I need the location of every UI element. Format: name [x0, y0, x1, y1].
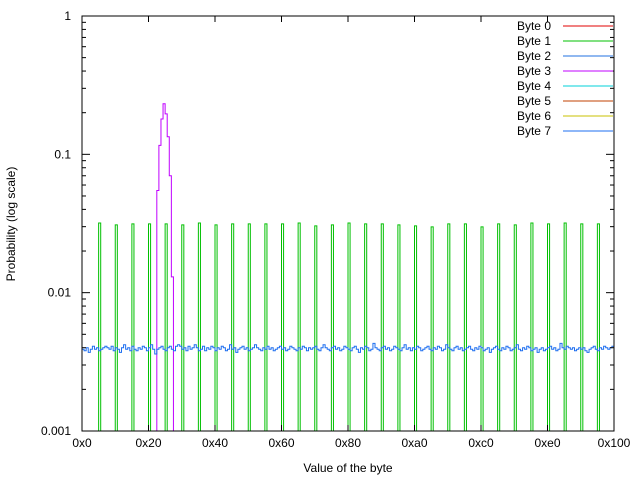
- legend-entry: Byte 1: [517, 34, 613, 48]
- legend-label: Byte 6: [517, 109, 551, 123]
- x-tick-label: 0x100: [598, 436, 631, 450]
- x-tick-label: 0xc0: [468, 436, 494, 450]
- legend-label: Byte 5: [517, 94, 551, 108]
- series-byte-3-line: [156, 103, 174, 431]
- x-tick-label: 0xe0: [534, 436, 560, 450]
- x-tick-label: 0x40: [202, 436, 228, 450]
- legend-label: Byte 3: [517, 64, 551, 78]
- legend-label: Byte 1: [517, 34, 551, 48]
- plot-series: [82, 103, 614, 431]
- legend-entry: Byte 5: [517, 94, 613, 108]
- x-tick-label: 0x60: [268, 436, 294, 450]
- y-axis-label: Probability (log scale): [4, 167, 18, 282]
- legend-label: Byte 0: [517, 19, 551, 33]
- legend-entry: Byte 0: [517, 19, 613, 33]
- x-tick-label: 0x20: [135, 436, 161, 450]
- legend-entry: Byte 2: [517, 49, 613, 63]
- series-byte-7-line: [82, 342, 614, 355]
- x-tick-label: 0x0: [72, 436, 92, 450]
- legend-label: Byte 7: [517, 124, 551, 138]
- y-tick-label: 0.001: [41, 424, 71, 438]
- legend-label: Byte 4: [517, 79, 551, 93]
- legend-entry: Byte 7: [517, 124, 613, 138]
- y-tick-label: 0.01: [48, 286, 72, 300]
- x-tick-label: 0x80: [335, 436, 361, 450]
- series-byte-1-line: [98, 222, 600, 431]
- legend-entry: Byte 4: [517, 79, 613, 93]
- x-axis-label: Value of the byte: [303, 461, 393, 475]
- legend-entry: Byte 6: [517, 109, 613, 123]
- axis-ticks: 0x0 0x20 0x40 0x60 0x80 0xa0 0xc0 0xe0 0x100 1 0.1…: [41, 9, 631, 450]
- x-tick-label: 0xa0: [401, 436, 427, 450]
- y-tick-label: 0.1: [54, 147, 71, 161]
- y-tick-label: 1: [64, 9, 71, 23]
- legend-entry: Byte 3: [517, 64, 613, 78]
- legend-label: Byte 2: [517, 49, 551, 63]
